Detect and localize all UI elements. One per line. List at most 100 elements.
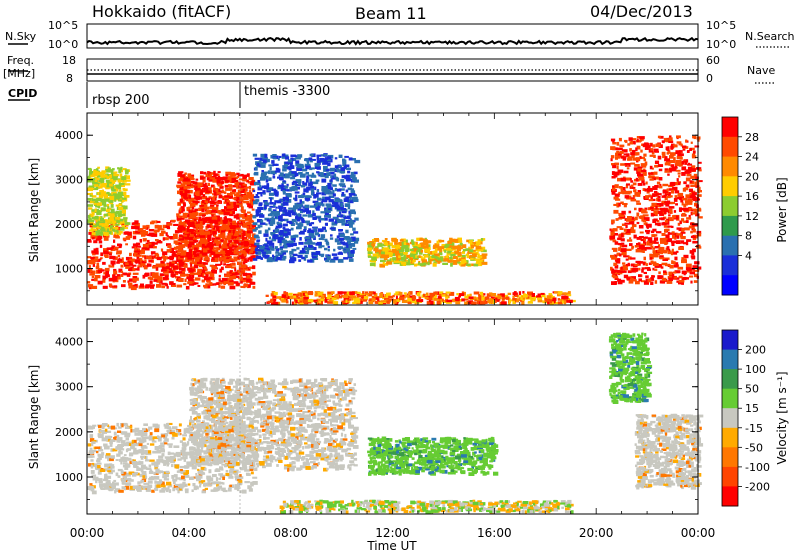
data-cell <box>353 179 359 183</box>
data-cell <box>109 218 115 222</box>
data-cell <box>245 231 250 236</box>
data-cell <box>140 239 142 243</box>
data-cell <box>166 226 170 229</box>
data-cell <box>644 147 649 150</box>
data-cell <box>656 220 660 223</box>
data-cell <box>230 259 235 262</box>
data-cell <box>308 157 313 161</box>
data-cell <box>639 155 642 159</box>
data-cell <box>626 218 631 222</box>
data-cell <box>261 251 267 254</box>
data-cell <box>474 298 477 301</box>
data-cell <box>261 170 264 173</box>
data-cell <box>434 243 440 247</box>
data-cell <box>96 178 100 181</box>
data-cell <box>348 216 351 220</box>
data-cell <box>352 158 356 161</box>
data-cell <box>679 222 682 225</box>
data-cell <box>481 253 488 256</box>
data-cell <box>185 185 191 189</box>
data-cell <box>217 282 223 285</box>
data-cell <box>268 177 272 181</box>
data-cell <box>275 225 280 229</box>
data-cell <box>616 204 620 208</box>
data-cell <box>310 222 315 225</box>
data-cell <box>329 259 336 263</box>
data-cell <box>94 179 98 183</box>
data-cell <box>242 272 248 277</box>
data-cell <box>414 263 418 267</box>
data-cell <box>324 299 328 303</box>
data-cell <box>231 242 236 245</box>
data-cell <box>273 298 277 302</box>
data-cell <box>385 294 389 298</box>
data-cell <box>243 201 249 204</box>
data-cell <box>388 248 392 252</box>
data-cell <box>309 153 314 157</box>
data-cell <box>101 201 105 206</box>
data-cell <box>649 207 654 210</box>
data-cell <box>244 240 247 244</box>
data-cell <box>330 181 333 185</box>
data-cell <box>613 262 618 266</box>
data-cell <box>387 251 393 255</box>
data-cell <box>126 273 131 277</box>
data-cell <box>226 271 233 275</box>
data-cell <box>264 201 267 204</box>
data-cell <box>237 261 243 265</box>
data-cell <box>649 154 654 157</box>
data-cell <box>281 252 287 255</box>
data-cell <box>395 242 400 247</box>
data-cell <box>123 188 128 191</box>
data-cell <box>269 202 274 205</box>
data-cell <box>630 184 634 188</box>
data-cell <box>453 260 458 263</box>
data-cell <box>345 248 351 253</box>
data-cell <box>236 195 242 198</box>
data-cell <box>452 255 458 260</box>
data-cell <box>220 280 224 283</box>
data-cell <box>116 252 122 255</box>
data-cell <box>246 222 252 226</box>
data-cell <box>115 247 119 250</box>
data-cell <box>345 174 351 179</box>
data-cell <box>347 167 351 171</box>
data-cell <box>210 213 216 216</box>
data-cell <box>415 255 418 258</box>
data-cell <box>128 282 133 286</box>
data-cell <box>426 297 433 301</box>
data-cell <box>221 277 228 281</box>
data-cell <box>615 260 621 264</box>
data-cell <box>652 250 657 253</box>
data-cell <box>357 291 361 295</box>
data-cell <box>657 210 663 215</box>
data-cell <box>314 165 319 169</box>
data-cell <box>639 231 644 234</box>
data-cell <box>687 166 693 170</box>
data-cell <box>315 215 322 219</box>
data-cell <box>202 179 206 183</box>
data-cell <box>117 212 122 216</box>
data-cell <box>650 197 653 201</box>
data-cell <box>562 292 566 295</box>
data-cell <box>114 198 117 202</box>
data-cell <box>187 281 193 285</box>
data-cell <box>315 232 320 236</box>
data-cell <box>223 227 228 230</box>
data-cell <box>300 173 306 176</box>
data-cell <box>638 225 644 229</box>
data-cell <box>284 212 289 216</box>
data-cell <box>683 204 687 208</box>
data-cell <box>671 241 674 245</box>
data-cell <box>678 275 683 279</box>
data-cell <box>306 239 311 243</box>
data-cell <box>653 171 658 175</box>
data-cell <box>337 252 343 255</box>
data-cell <box>638 175 644 179</box>
data-cell <box>273 189 278 194</box>
data-cell <box>676 197 682 200</box>
data-cell <box>621 242 625 246</box>
data-cell <box>229 210 235 214</box>
data-cell <box>236 230 242 235</box>
data-cell <box>263 233 269 237</box>
